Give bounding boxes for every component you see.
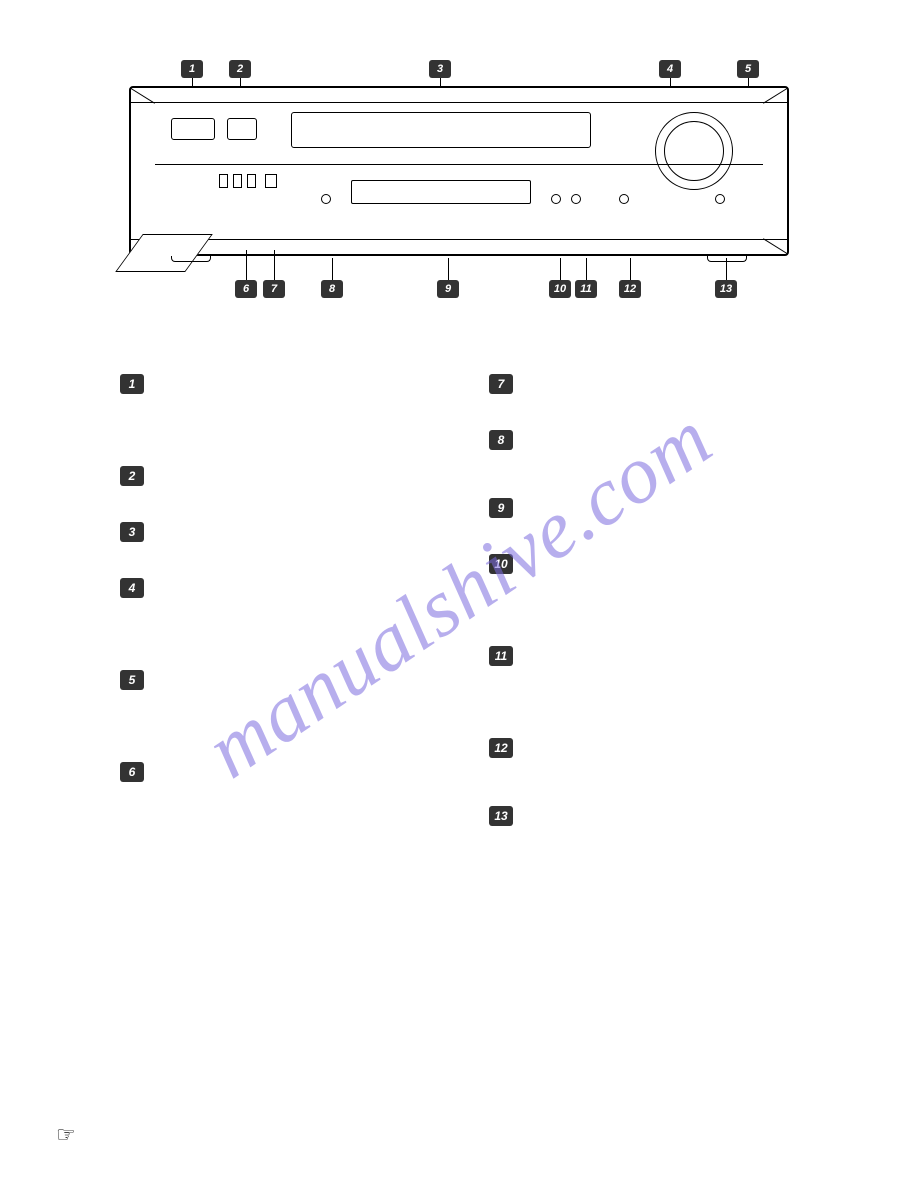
callout-5: 5 <box>737 60 759 78</box>
button-12 <box>619 194 629 204</box>
item-num-8: 8 <box>489 430 513 450</box>
item-11: 11 <box>489 646 798 666</box>
callout-7: 7 <box>263 280 285 298</box>
callout-row-bottom: 6 7 8 9 10 11 12 13 <box>129 280 789 304</box>
foot-left <box>171 256 211 262</box>
callout-8: 8 <box>321 280 343 298</box>
item-num-2: 2 <box>120 466 144 486</box>
footer-pointer-icon: ☞ <box>56 1122 76 1148</box>
callout-row-top: 1 2 3 4 5 <box>129 60 789 84</box>
item-5: 5 <box>120 670 429 690</box>
item-10: 10 <box>489 554 798 574</box>
callout-6: 6 <box>235 280 257 298</box>
callout-4: 4 <box>659 60 681 78</box>
item-num-13: 13 <box>489 806 513 826</box>
item-6: 6 <box>120 762 429 782</box>
callout-2: 2 <box>229 60 251 78</box>
av-jack-4 <box>265 174 277 188</box>
vcr-diagram: 1 2 3 4 5 <box>129 60 789 304</box>
item-num-1: 1 <box>120 374 144 394</box>
callout-11: 11 <box>575 280 597 298</box>
callout-13: 13 <box>715 280 737 298</box>
av-jack-3 <box>247 174 256 188</box>
item-num-10: 10 <box>489 554 513 574</box>
foot-right <box>707 256 747 262</box>
item-3: 3 <box>120 522 429 542</box>
button-8 <box>321 194 331 204</box>
callout-10: 10 <box>549 280 571 298</box>
callout-12: 12 <box>619 280 641 298</box>
item-4: 4 <box>120 578 429 598</box>
jog-shuttle-dial <box>655 112 733 190</box>
left-column: 1 2 3 4 5 6 <box>120 374 429 874</box>
item-1: 1 <box>120 374 429 394</box>
av-jack-2 <box>233 174 242 188</box>
item-8: 8 <box>489 430 798 450</box>
item-num-12: 12 <box>489 738 513 758</box>
item-7: 7 <box>489 374 798 394</box>
cassette-slot <box>291 112 591 148</box>
item-num-4: 4 <box>120 578 144 598</box>
eject-button <box>227 118 257 140</box>
item-13: 13 <box>489 806 798 826</box>
av-jack-1 <box>219 174 228 188</box>
power-button <box>171 118 215 140</box>
button-13 <box>715 194 725 204</box>
vcr-body <box>129 86 789 256</box>
item-12: 12 <box>489 738 798 758</box>
item-num-6: 6 <box>120 762 144 782</box>
callout-9: 9 <box>437 280 459 298</box>
callout-3: 3 <box>429 60 451 78</box>
right-column: 7 8 9 10 11 12 13 <box>489 374 798 874</box>
button-11 <box>571 194 581 204</box>
item-num-3: 3 <box>120 522 144 542</box>
item-num-7: 7 <box>489 374 513 394</box>
item-9: 9 <box>489 498 798 518</box>
display-panel <box>351 180 531 204</box>
front-door <box>115 234 213 272</box>
item-2: 2 <box>120 466 429 486</box>
item-columns: 1 2 3 4 5 6 7 8 9 10 11 12 13 <box>0 374 918 874</box>
button-10 <box>551 194 561 204</box>
item-num-9: 9 <box>489 498 513 518</box>
item-num-5: 5 <box>120 670 144 690</box>
callout-1: 1 <box>181 60 203 78</box>
item-num-11: 11 <box>489 646 513 666</box>
